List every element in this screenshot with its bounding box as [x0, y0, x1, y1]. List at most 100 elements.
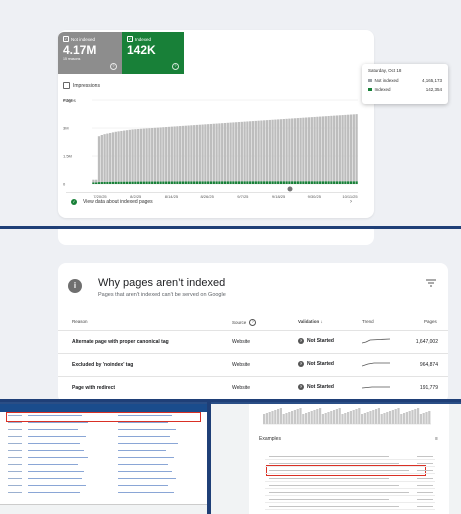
example-url[interactable] — [269, 485, 399, 486]
info-icon[interactable]: ? — [110, 63, 117, 70]
cell-label — [8, 471, 22, 472]
bar-not-indexed — [344, 115, 346, 181]
bar-indexed — [224, 181, 226, 184]
bar-not-indexed — [98, 136, 100, 182]
example-url[interactable] — [269, 506, 399, 507]
bar-not-indexed — [193, 125, 195, 181]
bar-not-indexed — [213, 124, 215, 182]
info-icon: i — [68, 279, 82, 293]
col-trend: Trend — [362, 319, 374, 324]
examples-list — [249, 404, 449, 514]
bar-not-indexed — [269, 120, 271, 181]
indexed-label: Indexed — [135, 37, 151, 42]
help-icon[interactable]: ? — [249, 319, 256, 326]
bar-not-indexed — [221, 123, 223, 181]
view-link-label: View data about indexed pages — [83, 199, 153, 205]
cell-label — [8, 450, 22, 451]
bar-indexed — [145, 182, 147, 184]
filter-icon[interactable] — [426, 279, 436, 287]
bar-not-indexed — [333, 116, 335, 182]
bar-not-indexed — [218, 123, 220, 181]
example-url[interactable] — [269, 478, 389, 479]
example-url[interactable] — [269, 499, 389, 500]
view-indexed-pages-link[interactable]: ✓ View data about indexed pages › — [66, 192, 358, 210]
tooltip-row: Not indexed 4,165,173 — [368, 78, 442, 83]
bar-indexed — [257, 181, 259, 184]
bar-indexed — [263, 181, 265, 184]
example-date — [417, 506, 433, 507]
tooltip-label: Indexed — [375, 87, 391, 92]
bar-not-indexed — [95, 180, 97, 183]
cell-url — [118, 492, 174, 493]
bar-not-indexed — [350, 115, 352, 182]
bar-indexed — [333, 181, 335, 184]
cell-url — [28, 492, 80, 493]
col-validation[interactable]: Validation ↓ — [298, 319, 323, 324]
bar-not-indexed — [283, 119, 285, 181]
divider — [265, 459, 435, 460]
bar-indexed — [215, 181, 217, 184]
table-row[interactable]: Excluded by 'noindex' tag Website ?Not S… — [58, 353, 448, 376]
bar-not-indexed — [117, 131, 119, 181]
bar-not-indexed — [143, 129, 145, 182]
cell-url — [118, 485, 168, 486]
bar-not-indexed — [316, 117, 318, 182]
bar-not-indexed — [103, 134, 105, 182]
bar-not-indexed — [120, 131, 122, 182]
not-indexed-tile[interactable]: ✓Not indexed 4.17M 15 reasons ? — [58, 32, 122, 74]
bar-indexed — [285, 181, 287, 184]
bar-indexed — [243, 181, 245, 184]
bar-not-indexed — [182, 126, 184, 182]
bar-not-indexed — [249, 121, 251, 181]
divider — [265, 473, 435, 474]
bar-indexed — [322, 181, 324, 184]
bar-not-indexed — [201, 125, 203, 182]
row-validation: ?Not Started — [298, 338, 334, 344]
bar-not-indexed — [339, 115, 341, 181]
bar-not-indexed — [196, 125, 198, 182]
divider — [265, 488, 435, 489]
example-url[interactable] — [269, 470, 409, 471]
bar-not-indexed — [227, 123, 229, 182]
bar-not-indexed — [313, 117, 315, 181]
bar-not-indexed — [229, 123, 231, 182]
bar-indexed — [311, 181, 313, 184]
help-circle-icon: ? — [298, 384, 304, 390]
bar-indexed — [199, 181, 201, 184]
info-icon[interactable]: ? — [172, 63, 179, 70]
table-row[interactable]: Page with redirect Website ?Not Started … — [58, 376, 448, 399]
bar-indexed — [325, 181, 327, 184]
bar-not-indexed — [260, 120, 262, 181]
bar-indexed — [229, 181, 231, 184]
why-card: i Why pages aren’t indexed Pages that ar… — [58, 263, 448, 400]
bar-not-indexed — [285, 119, 287, 182]
col-source[interactable]: Source ? — [232, 319, 256, 326]
bar-indexed — [218, 181, 220, 184]
col-reason: Reason — [72, 319, 88, 324]
bar-not-indexed — [347, 115, 349, 182]
cell-url — [118, 443, 178, 444]
example-url[interactable] — [269, 492, 409, 493]
col-pages: Pages — [424, 319, 437, 324]
cell-label — [8, 443, 22, 444]
bar-indexed — [137, 182, 139, 184]
example-url[interactable] — [269, 456, 389, 457]
indexed-tile[interactable]: ✓Indexed 142K ? — [122, 32, 184, 74]
impressions-toggle[interactable]: Impressions — [63, 82, 100, 89]
example-url[interactable] — [269, 463, 399, 464]
cell-url — [28, 443, 80, 444]
row-trend-sparkline — [362, 383, 390, 391]
examples-panel: Examples ≡ — [211, 402, 461, 514]
divider — [265, 466, 435, 467]
bar-indexed — [165, 182, 167, 184]
checkbox-icon: ✓ — [63, 36, 69, 42]
y-tick-label: 1.5M — [63, 154, 72, 159]
bar-not-indexed — [115, 132, 117, 182]
bar-indexed — [249, 181, 251, 184]
table-row[interactable]: Alternate page with proper canonical tag… — [58, 330, 448, 353]
bar-indexed — [185, 181, 187, 184]
bar-not-indexed — [232, 122, 234, 181]
bar-indexed — [117, 182, 119, 184]
bar-not-indexed — [330, 116, 332, 182]
